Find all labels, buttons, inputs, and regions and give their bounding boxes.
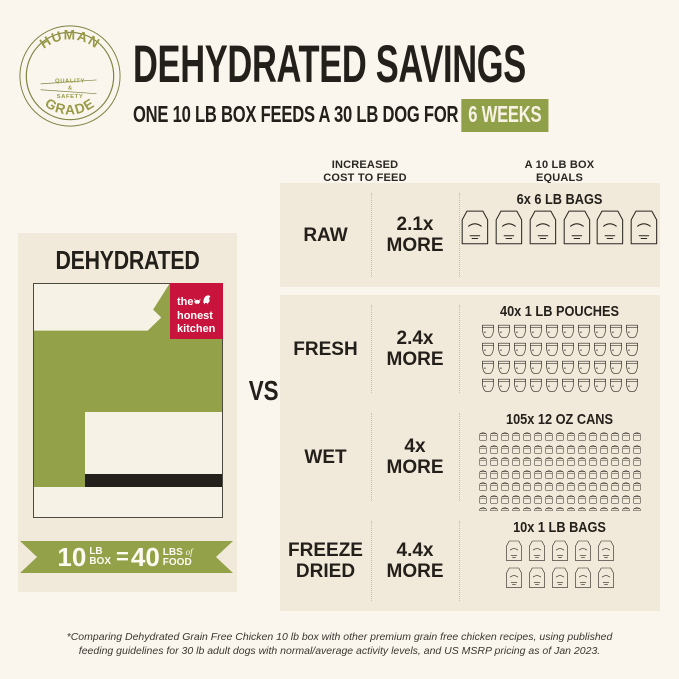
svg-text:kitchen: kitchen (177, 323, 216, 335)
svg-text:honest: honest (177, 310, 213, 322)
svg-text:&: & (68, 86, 73, 92)
svg-text:SAFETY: SAFETY (57, 94, 84, 100)
svg-text:the: the (177, 296, 193, 308)
svg-text:QUALITY: QUALITY (55, 78, 85, 84)
